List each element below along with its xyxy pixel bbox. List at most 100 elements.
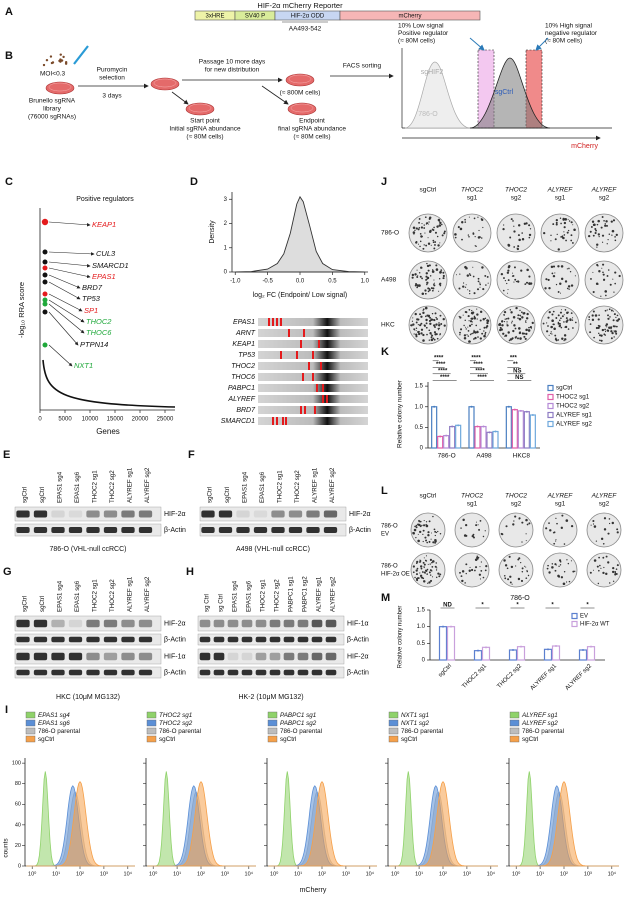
colony bbox=[424, 292, 427, 295]
colony bbox=[521, 332, 524, 335]
colony bbox=[610, 330, 613, 333]
colony bbox=[615, 233, 618, 237]
colony bbox=[566, 231, 569, 234]
colony bbox=[556, 233, 558, 236]
lane-label: THOC2 sg1 bbox=[260, 579, 267, 612]
colony bbox=[471, 534, 474, 538]
colony bbox=[476, 318, 478, 320]
hit-point bbox=[42, 309, 48, 315]
colony bbox=[467, 315, 470, 318]
column-label: sg2 bbox=[511, 501, 522, 508]
plate bbox=[498, 512, 534, 548]
y-tick-label: 1 bbox=[224, 245, 228, 251]
colony bbox=[485, 284, 487, 286]
legend-swatch bbox=[146, 735, 157, 743]
barcode-hit bbox=[282, 417, 284, 425]
band bbox=[325, 619, 337, 628]
colony bbox=[567, 229, 570, 232]
colony bbox=[510, 565, 514, 569]
colony bbox=[428, 289, 431, 292]
colony bbox=[415, 283, 418, 286]
colony bbox=[430, 318, 433, 321]
colony bbox=[564, 338, 567, 341]
band bbox=[138, 669, 153, 676]
legend-swatch bbox=[388, 711, 399, 719]
colony bbox=[507, 244, 511, 247]
colony bbox=[560, 326, 563, 329]
colony bbox=[428, 223, 430, 225]
lane-label: PABPC1 sg1 bbox=[288, 576, 295, 612]
band bbox=[138, 636, 153, 643]
colony bbox=[590, 524, 592, 526]
colony bbox=[503, 574, 506, 577]
band bbox=[323, 510, 338, 518]
lane-label: EPAS1 sg6 bbox=[74, 471, 81, 503]
colony bbox=[554, 569, 557, 572]
virus-dot bbox=[49, 55, 53, 58]
colony bbox=[468, 290, 471, 292]
colony bbox=[457, 226, 460, 229]
colony bbox=[422, 339, 425, 342]
colony bbox=[440, 269, 443, 271]
band bbox=[288, 510, 303, 518]
colony bbox=[439, 221, 442, 225]
colony bbox=[550, 325, 553, 329]
colony bbox=[602, 271, 604, 274]
colony bbox=[415, 536, 417, 539]
x-tick-label: ALYREF sg2 bbox=[565, 663, 594, 692]
colony bbox=[574, 570, 576, 572]
significance: **** bbox=[475, 369, 485, 375]
colony bbox=[512, 272, 514, 274]
colony bbox=[518, 317, 522, 321]
row-label: 786-O bbox=[381, 230, 399, 237]
hit-point bbox=[42, 342, 48, 348]
colony bbox=[423, 566, 425, 569]
colony bbox=[560, 277, 564, 281]
colony bbox=[561, 315, 564, 318]
colony bbox=[598, 235, 600, 238]
colony bbox=[518, 517, 521, 520]
colony bbox=[525, 518, 528, 522]
colony bbox=[418, 218, 421, 220]
colony bbox=[555, 540, 557, 542]
colony bbox=[570, 221, 573, 224]
x-tick-label: 10³ bbox=[221, 871, 229, 877]
element-label: mCherry bbox=[398, 13, 421, 19]
band bbox=[201, 527, 215, 533]
colony bbox=[602, 263, 605, 266]
colony bbox=[415, 227, 418, 230]
colony bbox=[614, 282, 616, 285]
colony bbox=[524, 565, 526, 567]
colony bbox=[545, 527, 548, 530]
colony bbox=[415, 321, 418, 324]
colony bbox=[594, 228, 597, 231]
colony bbox=[426, 541, 429, 544]
line bbox=[171, 91, 189, 105]
colony bbox=[412, 226, 416, 229]
colony bbox=[433, 279, 435, 281]
line bbox=[48, 281, 81, 300]
band bbox=[325, 669, 337, 676]
colony bbox=[421, 236, 424, 238]
colony bbox=[559, 282, 562, 285]
caption: HKC (10μM MG132) bbox=[56, 694, 120, 701]
label: sgCtrl bbox=[495, 89, 514, 96]
virus-dot bbox=[58, 59, 61, 63]
colony bbox=[507, 279, 510, 282]
legend-swatch bbox=[267, 711, 278, 719]
label: mCherry bbox=[571, 143, 598, 150]
colony bbox=[471, 309, 473, 312]
colony bbox=[592, 234, 595, 237]
panel-label: A bbox=[5, 6, 13, 18]
colony bbox=[427, 534, 430, 537]
colony bbox=[436, 337, 439, 340]
colony bbox=[482, 535, 485, 538]
colony bbox=[465, 523, 468, 527]
lane-label: EPAS1 sg6 bbox=[259, 471, 266, 503]
colony bbox=[432, 318, 434, 321]
colony bbox=[568, 220, 571, 222]
band bbox=[33, 652, 48, 661]
colony bbox=[465, 284, 467, 286]
lane-label: sgCtrl bbox=[39, 596, 46, 612]
colony bbox=[504, 334, 508, 337]
